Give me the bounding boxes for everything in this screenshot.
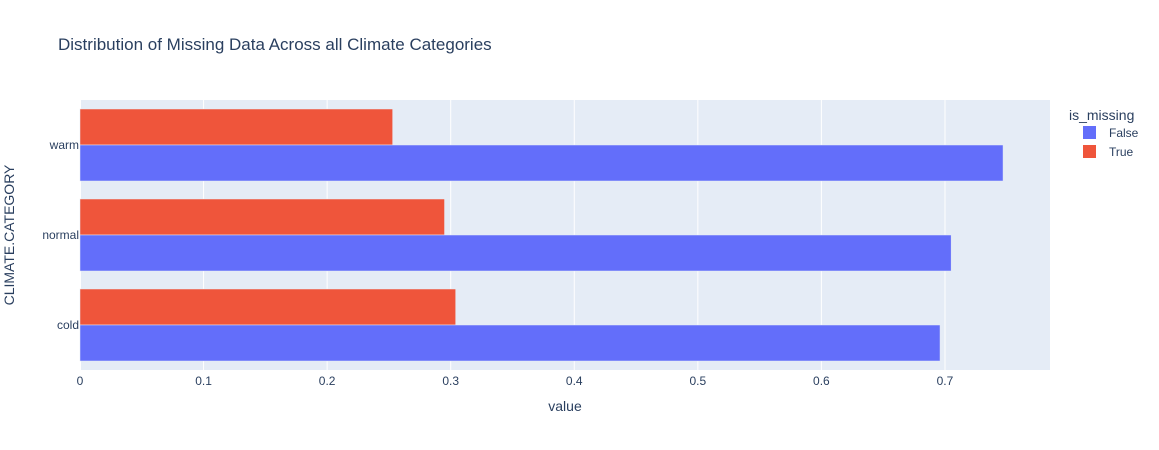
bar-normal-true[interactable] (79, 198, 445, 236)
bar-warm-false[interactable] (79, 144, 1004, 182)
legend-label-false: False (1109, 126, 1139, 140)
x-tick-label: 0.3 (442, 374, 459, 388)
legend-label-true: True (1109, 145, 1134, 159)
bar-normal-false[interactable] (79, 234, 952, 272)
legend-item-false[interactable]: False (1083, 126, 1139, 140)
y-axis-title: CLIMATE.CATEGORY (1, 164, 17, 305)
bar-cold-true[interactable] (79, 288, 456, 326)
x-axis-ticks: 0 0.1 0.2 0.3 0.4 0.5 0.6 0.7 (77, 374, 954, 388)
x-tick-label: 0.6 (813, 374, 830, 388)
y-axis-ticks: cold normal warm (42, 138, 79, 332)
chart-title: Distribution of Missing Data Across all … (58, 35, 492, 54)
x-tick-label: 0 (77, 374, 84, 388)
legend-swatch-false (1083, 126, 1096, 139)
x-tick-label: 0.5 (689, 374, 706, 388)
bar-cold-false[interactable] (79, 324, 941, 362)
x-tick-label: 0.4 (566, 374, 583, 388)
x-tick-label: 0.7 (937, 374, 954, 388)
y-tick-label: cold (57, 318, 79, 332)
bar-warm-true[interactable] (79, 108, 393, 146)
legend-title: is_missing (1069, 107, 1134, 123)
x-axis-title: value (548, 398, 582, 414)
x-tick-label: 0.2 (319, 374, 336, 388)
legend-swatch-true (1083, 145, 1096, 158)
x-tick-label: 0.1 (195, 374, 212, 388)
legend-item-true[interactable]: True (1083, 145, 1134, 159)
bars (79, 108, 1004, 362)
y-tick-label: normal (42, 228, 79, 242)
legend: is_missing False True (1069, 107, 1139, 159)
y-tick-label: warm (49, 138, 79, 152)
